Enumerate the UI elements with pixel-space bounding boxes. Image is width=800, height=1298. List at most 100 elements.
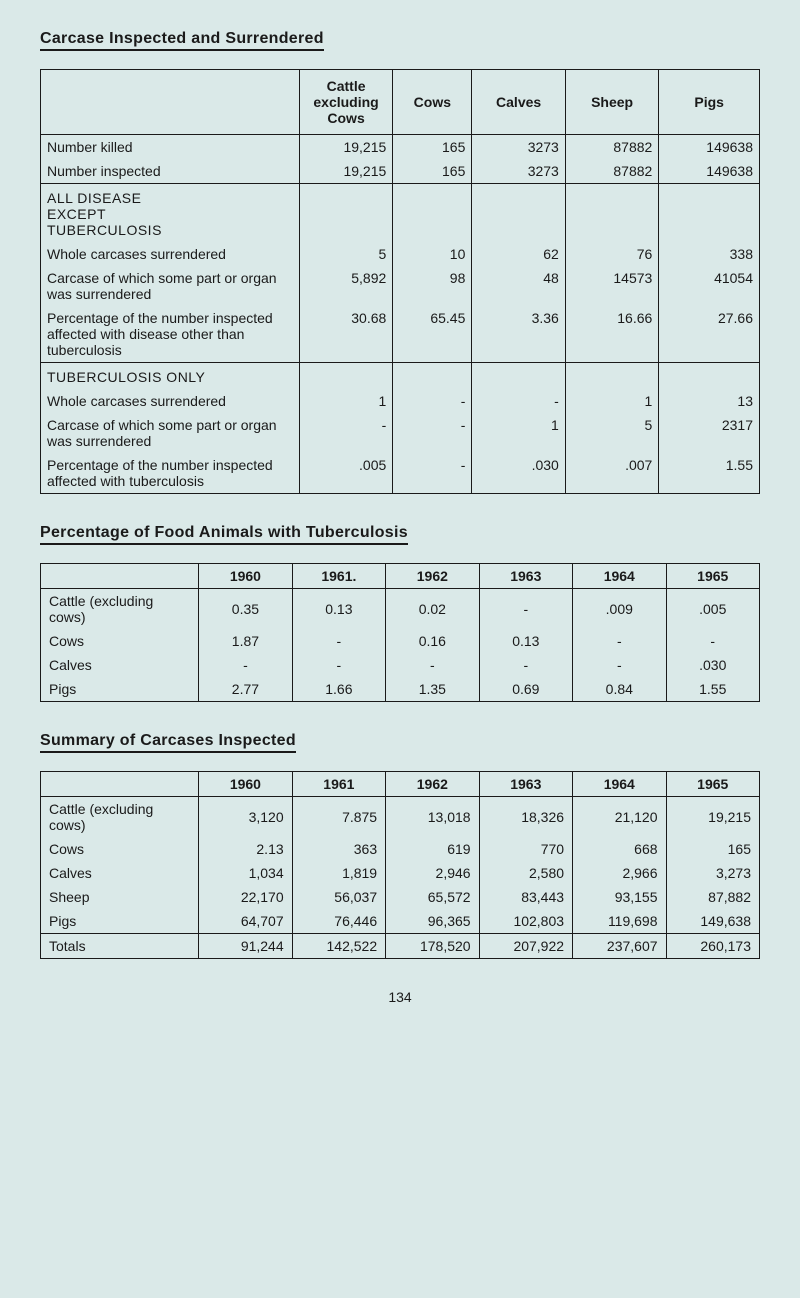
col-cows: Cows xyxy=(393,70,472,135)
cell: 19,215 xyxy=(666,797,759,838)
row-label: Calves xyxy=(41,653,199,677)
row-label: Carcase of which some part or organ was … xyxy=(41,266,300,306)
cell: 48 xyxy=(472,266,565,306)
table-percentage: 1960 1961. 1962 1963 1964 1965 Cattle (e… xyxy=(40,563,760,702)
cell: 62 xyxy=(472,242,565,266)
row-label: Sheep xyxy=(41,885,199,909)
row-label: Pigs xyxy=(41,677,199,702)
cell: .030 xyxy=(666,653,759,677)
cell: 1.87 xyxy=(199,629,292,653)
cell: 1 xyxy=(472,413,565,453)
row-label: Percentage of the number inspected affec… xyxy=(41,453,300,494)
cell: 2.13 xyxy=(199,837,292,861)
cell: 2.77 xyxy=(199,677,292,702)
cell: 2317 xyxy=(659,413,760,453)
cell: 1.35 xyxy=(386,677,479,702)
col-year: 1962 xyxy=(386,564,479,589)
group-head: ALL DISEASEEXCEPTTUBERCULOSIS xyxy=(41,184,300,243)
col-year: 1964 xyxy=(573,772,666,797)
cell: 0.69 xyxy=(479,677,572,702)
row-label-totals: Totals xyxy=(41,934,199,959)
cell: 1,034 xyxy=(199,861,292,885)
cell: 207,922 xyxy=(479,934,572,959)
cell: 178,520 xyxy=(386,934,479,959)
cell: 1.66 xyxy=(292,677,385,702)
section-title-percentage: Percentage of Food Animals with Tubercul… xyxy=(40,524,408,545)
row-label: Number killed xyxy=(41,135,300,160)
cell: 19,215 xyxy=(299,135,392,160)
cell: 3,273 xyxy=(666,861,759,885)
cell: 5,892 xyxy=(299,266,392,306)
cell: 83,443 xyxy=(479,885,572,909)
cell: 41054 xyxy=(659,266,760,306)
cell: - xyxy=(386,653,479,677)
cell: .030 xyxy=(472,453,565,494)
cell: 0.13 xyxy=(292,589,385,630)
cell: 165 xyxy=(666,837,759,861)
cell: 363 xyxy=(292,837,385,861)
cell: - xyxy=(573,653,666,677)
cell: 2,580 xyxy=(479,861,572,885)
col-year: 1960 xyxy=(199,772,292,797)
cell: - xyxy=(472,389,565,413)
row-label: Calves xyxy=(41,861,199,885)
cell: 10 xyxy=(393,242,472,266)
cell: 3.36 xyxy=(472,306,565,363)
cell: - xyxy=(393,453,472,494)
table-carcase: Cattle excluding Cows Cows Calves Sheep … xyxy=(40,69,760,494)
col-blank xyxy=(41,564,199,589)
row-label: Carcase of which some part or organ was … xyxy=(41,413,300,453)
cell: 1 xyxy=(299,389,392,413)
cell: 0.16 xyxy=(386,629,479,653)
row-label: Whole carcases surrendered xyxy=(41,242,300,266)
cell: 18,326 xyxy=(479,797,572,838)
cell: 93,155 xyxy=(573,885,666,909)
cell: - xyxy=(393,389,472,413)
cell: 165 xyxy=(393,135,472,160)
cell: 0.02 xyxy=(386,589,479,630)
col-year: 1962 xyxy=(386,772,479,797)
cell: 149638 xyxy=(659,135,760,160)
cell: 2,966 xyxy=(573,861,666,885)
cell: 96,365 xyxy=(386,909,479,934)
cell: 30.68 xyxy=(299,306,392,363)
cell: 16.66 xyxy=(565,306,658,363)
cell: - xyxy=(479,653,572,677)
cell: 56,037 xyxy=(292,885,385,909)
cell: 5 xyxy=(299,242,392,266)
cell: 149638 xyxy=(659,159,760,184)
table-summary: 1960 1961 1962 1963 1964 1965 Cattle (ex… xyxy=(40,771,760,959)
cell: 1,819 xyxy=(292,861,385,885)
cell: 87882 xyxy=(565,159,658,184)
cell: 87,882 xyxy=(666,885,759,909)
cell: 76,446 xyxy=(292,909,385,934)
col-year: 1964 xyxy=(573,564,666,589)
cell: 1 xyxy=(565,389,658,413)
cell: 3273 xyxy=(472,135,565,160)
col-year: 1961 xyxy=(292,772,385,797)
cell: 1.55 xyxy=(659,453,760,494)
row-label: Pigs xyxy=(41,909,199,934)
cell: 1.55 xyxy=(666,677,759,702)
cell: 13,018 xyxy=(386,797,479,838)
cell: 22,170 xyxy=(199,885,292,909)
col-sheep: Sheep xyxy=(565,70,658,135)
cell: 19,215 xyxy=(299,159,392,184)
cell: - xyxy=(666,629,759,653)
cell: 2,946 xyxy=(386,861,479,885)
row-label: Number inspected xyxy=(41,159,300,184)
cell: 98 xyxy=(393,266,472,306)
cell: 237,607 xyxy=(573,934,666,959)
cell: 64,707 xyxy=(199,909,292,934)
cell: - xyxy=(199,653,292,677)
cell: .009 xyxy=(573,589,666,630)
cell: - xyxy=(479,589,572,630)
cell: 27.66 xyxy=(659,306,760,363)
col-calves: Calves xyxy=(472,70,565,135)
cell: 119,698 xyxy=(573,909,666,934)
cell: 668 xyxy=(573,837,666,861)
cell: - xyxy=(292,629,385,653)
cell: 0.13 xyxy=(479,629,572,653)
col-year: 1960 xyxy=(199,564,292,589)
col-blank xyxy=(41,772,199,797)
